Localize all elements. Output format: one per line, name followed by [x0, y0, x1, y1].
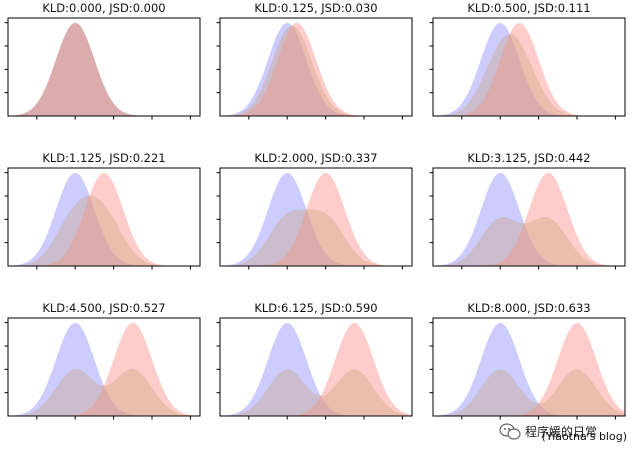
subplot-title: KLD:1.125, JSD:0.221 — [42, 151, 165, 165]
mixture-area — [220, 209, 412, 266]
axes-frame — [219, 167, 413, 267]
series-q-area — [220, 322, 412, 416]
subplot-title: KLD:0.125, JSD:0.030 — [254, 1, 377, 15]
subplot-3: KLD:0.500, JSD:0.111 — [429, 1, 626, 120]
series-q-area — [433, 322, 625, 416]
series-p-area — [433, 22, 625, 116]
axes-frame — [432, 17, 626, 117]
axes-frame — [7, 167, 201, 267]
series-p-area — [8, 322, 200, 416]
series-p-area — [433, 172, 625, 266]
series-p-area — [433, 322, 625, 416]
mixture-area — [8, 195, 200, 266]
subplot-grid: KLD:0.000, JSD:0.000 KLD:0.125, JSD:0.030… — [4, 1, 626, 420]
mixture-area — [433, 369, 625, 416]
axes-frame — [7, 17, 201, 117]
axes-frame — [219, 317, 413, 417]
series-q-area — [220, 22, 412, 116]
watermark-credit: (Yiaotna's blog) — [542, 430, 627, 443]
subplot-9: KLD:8.000, JSD:0.633 — [429, 301, 626, 420]
mixture-area — [8, 22, 200, 116]
subplot-title: KLD:2.000, JSD:0.337 — [254, 151, 377, 165]
subplot-1: KLD:0.000, JSD:0.000 — [4, 1, 201, 120]
watermark: (Yiaotna's blog) 程序媛的日常 — [499, 423, 627, 443]
series-q-area — [433, 22, 625, 116]
axes-frame — [219, 17, 413, 117]
subplot-title: KLD:0.500, JSD:0.111 — [467, 1, 590, 15]
mixture-area — [433, 33, 625, 116]
series-q-area — [433, 172, 625, 266]
series-p-area — [8, 172, 200, 266]
subplot-4: KLD:1.125, JSD:0.221 — [4, 151, 201, 270]
subplot-title: KLD:4.500, JSD:0.527 — [42, 301, 165, 315]
subplot-title: KLD:6.125, JSD:0.590 — [254, 301, 377, 315]
series-p-area — [220, 322, 412, 416]
subplot-title: KLD:3.125, JSD:0.442 — [467, 151, 590, 165]
axes-frame — [432, 317, 626, 417]
axes-frame — [432, 167, 626, 267]
series-q-area — [8, 172, 200, 266]
series-p-area — [220, 172, 412, 266]
series-q-area — [8, 22, 200, 116]
mixture-area — [433, 217, 625, 266]
subplot-6: KLD:3.125, JSD:0.442 — [429, 151, 626, 270]
wechat-icon — [499, 423, 521, 440]
subplot-5: KLD:2.000, JSD:0.337 — [216, 151, 413, 270]
mixture-area — [8, 368, 200, 416]
mixture-area — [220, 25, 412, 117]
watermark-channel: 程序媛的日常 — [525, 424, 597, 439]
subplot-7: KLD:4.500, JSD:0.527 — [4, 301, 201, 420]
subplot-8: KLD:6.125, JSD:0.590 — [216, 301, 413, 420]
series-q-area — [8, 322, 200, 416]
series-q-area — [220, 172, 412, 266]
subplot-title: KLD:8.000, JSD:0.633 — [467, 301, 590, 315]
subplot-title: KLD:0.000, JSD:0.000 — [42, 1, 165, 15]
axes-frame — [7, 317, 201, 417]
subplot-2: KLD:0.125, JSD:0.030 — [216, 1, 413, 120]
mixture-area — [220, 369, 412, 416]
